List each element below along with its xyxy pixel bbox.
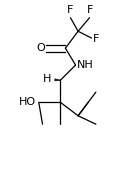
Text: H: H [43, 74, 51, 84]
Text: NH: NH [77, 60, 93, 70]
Text: F: F [67, 5, 74, 15]
Text: HO: HO [18, 97, 36, 107]
Text: O: O [36, 43, 45, 53]
Text: F: F [87, 5, 93, 15]
Text: F: F [93, 34, 99, 44]
